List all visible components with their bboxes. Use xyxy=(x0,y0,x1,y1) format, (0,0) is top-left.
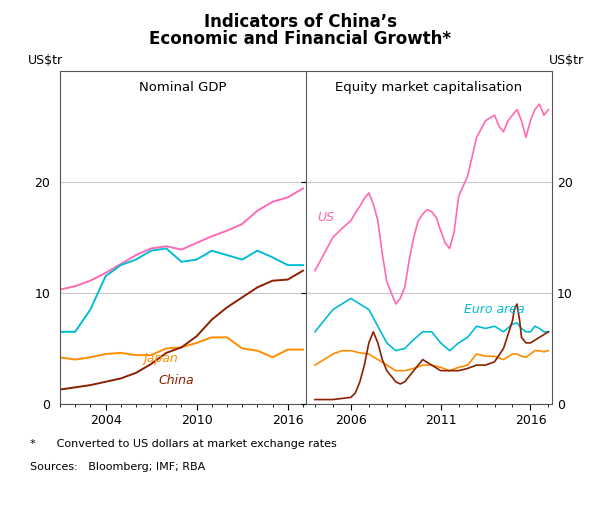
Text: China: China xyxy=(159,374,194,387)
Text: Euro area: Euro area xyxy=(464,303,524,316)
Text: Nominal GDP: Nominal GDP xyxy=(139,81,227,94)
Text: US$tr: US$tr xyxy=(549,55,584,67)
Text: Japan: Japan xyxy=(143,352,178,365)
Text: *      Converted to US dollars at market exchange rates: * Converted to US dollars at market exch… xyxy=(30,439,337,449)
Text: US: US xyxy=(317,211,334,224)
Text: Economic and Financial Growth*: Economic and Financial Growth* xyxy=(149,30,451,48)
Text: Indicators of China’s: Indicators of China’s xyxy=(203,13,397,31)
Text: US$tr: US$tr xyxy=(28,55,63,67)
Text: Sources:   Bloomberg; IMF; RBA: Sources: Bloomberg; IMF; RBA xyxy=(30,462,205,472)
Text: Equity market capitalisation: Equity market capitalisation xyxy=(335,81,523,94)
